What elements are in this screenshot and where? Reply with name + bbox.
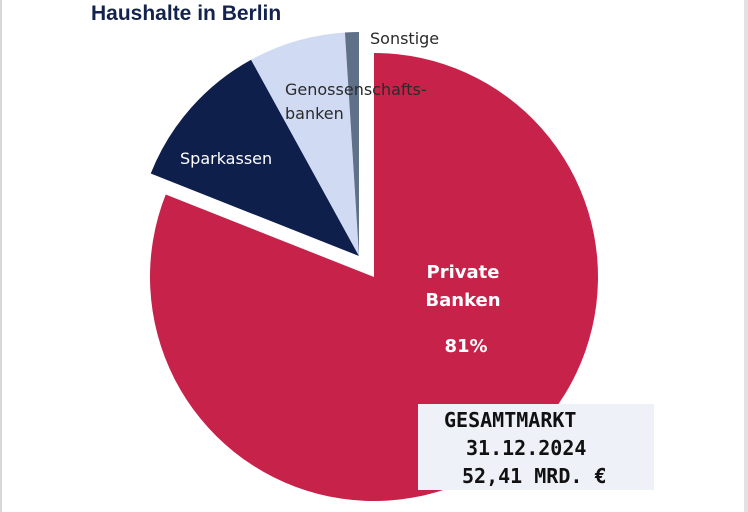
slice-value-private: 81% xyxy=(444,336,487,357)
pie-slice-sonstige xyxy=(344,31,359,256)
slice-label-private-line2: Banken xyxy=(425,290,500,311)
slice-label-sparkassen: Sparkassen xyxy=(180,149,272,168)
info-box-total: 52,41 MRD. € xyxy=(462,464,607,488)
slice-label-genossen-line1: Genossenschafts- xyxy=(285,80,427,99)
chart-title: Haushalte in Berlin xyxy=(91,2,282,25)
pie-slice-genossenschaftsbanken xyxy=(251,32,359,256)
info-box-date: 31.12.2024 xyxy=(466,436,587,460)
slice-label-private-line1: Private xyxy=(427,262,500,283)
slice-label-sonstige: Sonstige xyxy=(370,29,439,48)
slice-label-genossen-line2: banken xyxy=(285,104,344,123)
left-edge xyxy=(0,0,2,512)
right-edge xyxy=(744,0,748,512)
pie-slice-sparkassen xyxy=(150,59,359,257)
info-box-title: GESAMTMARKT xyxy=(444,408,577,432)
pie-slice-private-banken xyxy=(149,53,598,501)
market-info-box: GESAMTMARKT 31.12.2024 52,41 MRD. € xyxy=(418,404,654,490)
